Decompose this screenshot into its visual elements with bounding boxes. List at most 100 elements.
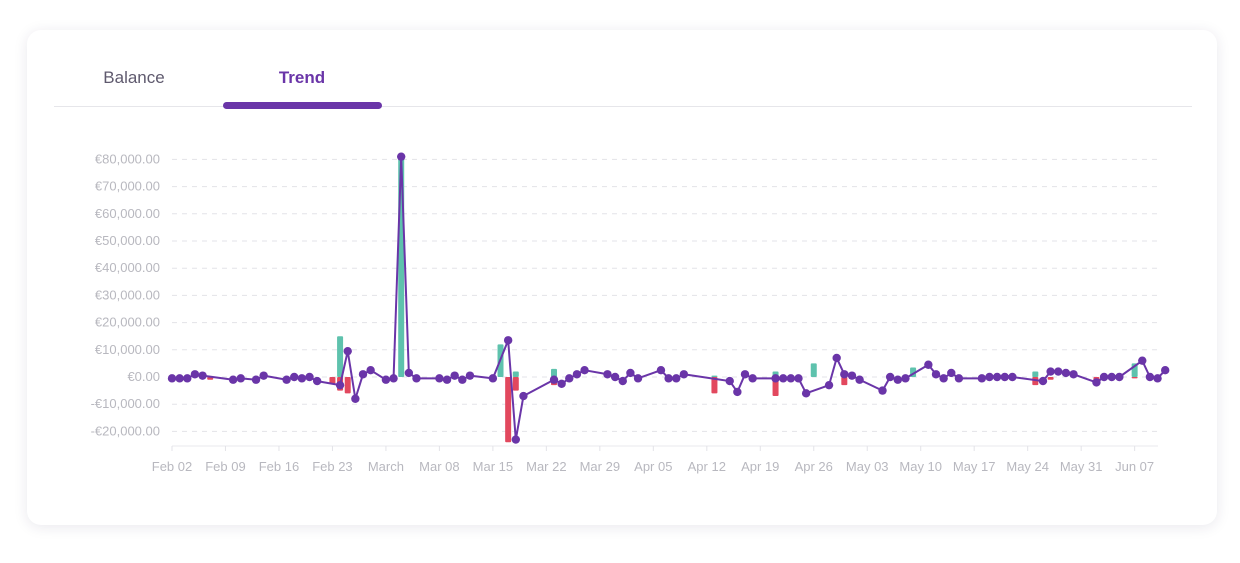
trend-point — [893, 375, 902, 384]
chart-bars — [207, 156, 1138, 443]
trend-point — [832, 353, 841, 363]
trend-point — [1038, 376, 1048, 386]
trend-point — [175, 374, 184, 383]
trend-point — [1099, 372, 1109, 382]
trend-point — [190, 370, 200, 379]
trend-point — [580, 366, 589, 375]
trend-point — [397, 152, 406, 161]
x-tick-label: Mar 29 — [580, 459, 620, 474]
x-tick-label: March — [368, 459, 404, 474]
trend-point — [939, 374, 948, 383]
trend-point — [450, 371, 459, 380]
trend-point — [1138, 356, 1147, 365]
trend-point — [603, 370, 612, 379]
x-tick-label: Feb 16 — [259, 459, 299, 474]
trend-point — [557, 379, 566, 388]
tab-balance[interactable]: Balance — [54, 66, 214, 90]
trend-point — [572, 370, 582, 379]
x-tick-label: May 03 — [846, 459, 889, 474]
trend-point — [1153, 374, 1162, 383]
trend-point — [259, 371, 268, 380]
trend-point — [335, 380, 345, 390]
trend-point — [183, 374, 192, 383]
x-tick-label: May 31 — [1060, 459, 1103, 474]
trend-point — [465, 371, 475, 380]
trend-card: Balance Trend — [27, 30, 1217, 525]
trend-point — [366, 366, 375, 375]
trend-point — [1069, 370, 1078, 379]
trend-point — [626, 368, 635, 378]
x-tick-label: Apr 05 — [634, 459, 672, 474]
trend-point — [786, 374, 796, 383]
y-tick-label: €0.00 — [127, 369, 160, 384]
trend-point — [779, 374, 788, 383]
trend-line — [172, 155, 1166, 441]
x-tick-label: Jun 07 — [1115, 459, 1154, 474]
income-bar — [711, 375, 718, 377]
x-tick-label: Feb 02 — [152, 459, 192, 474]
y-tick-label: €60,000.00 — [95, 206, 160, 221]
trend-point — [290, 372, 299, 382]
x-tick-label: Mar 15 — [473, 459, 513, 474]
expense-bar — [841, 377, 848, 386]
income-bar — [1032, 371, 1039, 377]
trend-point — [404, 368, 414, 378]
trend-point — [664, 374, 673, 383]
y-tick-label: -€10,000.00 — [91, 396, 160, 411]
trend-point — [771, 374, 780, 383]
trend-point — [672, 374, 681, 383]
expense-bar — [1047, 377, 1054, 380]
trend-point — [740, 370, 750, 379]
trend-point — [878, 386, 887, 395]
active-tab-indicator — [223, 102, 382, 109]
x-tick-label: Mar 08 — [419, 459, 459, 474]
trend-point — [198, 371, 207, 380]
trend-point — [733, 387, 742, 397]
trend-point — [488, 374, 498, 383]
expense-bar — [505, 377, 512, 443]
y-tick-label: -€20,000.00 — [91, 423, 160, 438]
trend-point — [610, 372, 620, 382]
y-tick-label: €10,000.00 — [95, 342, 160, 357]
y-tick-label: €50,000.00 — [95, 233, 160, 248]
x-tick-label: Mar 22 — [526, 459, 566, 474]
trend-point — [855, 375, 864, 384]
y-tick-label: €70,000.00 — [95, 179, 160, 194]
income-bar — [810, 363, 817, 377]
x-tick-label: Apr 19 — [741, 459, 779, 474]
trend-point — [824, 380, 834, 390]
trend-point — [656, 366, 666, 375]
trend-point — [389, 374, 398, 383]
expense-bar — [329, 377, 336, 384]
trend-point — [167, 374, 177, 383]
trend-point — [931, 370, 941, 379]
expense-bar — [1131, 377, 1138, 379]
trend-point — [954, 374, 964, 383]
trend-point — [1145, 372, 1155, 382]
trend-point — [679, 370, 689, 379]
trend-point — [1000, 372, 1009, 382]
trend-points — [167, 152, 1170, 444]
tab-bar: Balance Trend — [54, 30, 1192, 107]
expense-bar — [512, 377, 519, 391]
trend-point — [840, 370, 849, 379]
trend-point — [228, 375, 238, 384]
tab-trend[interactable]: Trend — [222, 66, 382, 90]
trend-point — [305, 372, 314, 382]
trend-point — [977, 374, 987, 383]
trend-point — [924, 360, 933, 369]
trend-point — [236, 374, 245, 383]
chart-grid — [172, 158, 1158, 447]
trend-point — [282, 375, 291, 384]
trend-point — [947, 368, 956, 378]
trend-point — [985, 372, 994, 382]
trend-point — [1008, 372, 1017, 382]
trend-point — [442, 375, 452, 384]
trend-point — [1107, 372, 1116, 382]
trend-point — [549, 375, 559, 384]
x-tick-label: May 24 — [1006, 459, 1049, 474]
trend-point — [847, 371, 857, 380]
trend-point — [1061, 368, 1071, 378]
expense-bar — [711, 377, 718, 394]
trend-point — [565, 374, 574, 383]
